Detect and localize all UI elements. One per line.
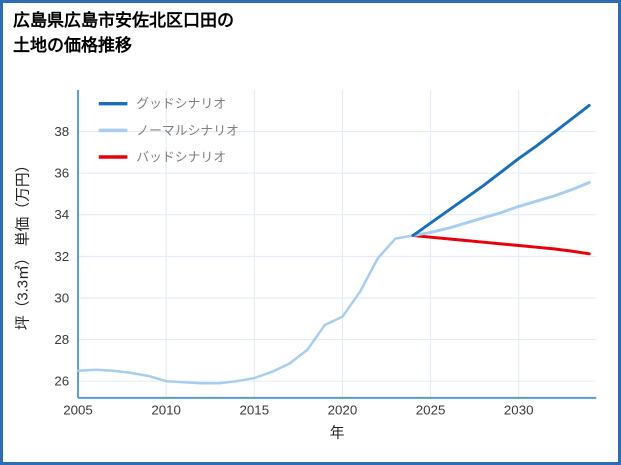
series-line-bad: [411, 234, 591, 256]
series-line-good: [411, 103, 591, 238]
y-tick-label: 28: [54, 332, 69, 347]
legend-label-good: グッドシナリオ: [136, 96, 226, 111]
x-tick-label: 2020: [328, 403, 358, 418]
y-tick-label: 34: [54, 207, 69, 222]
y-tick-label: 26: [54, 374, 69, 389]
y-axis-label: 坪（3.3㎡） 単価（万円）: [15, 158, 32, 331]
y-tick-label: 32: [54, 249, 69, 264]
chart-title: 広島県広島市安佐北区口田の 土地の価格推移: [13, 9, 234, 58]
series-line-normal: [411, 180, 591, 238]
x-axis-label: 年: [330, 424, 345, 441]
x-tick-label: 2030: [504, 403, 534, 418]
x-tick-label: 2010: [151, 403, 181, 418]
series-line-history: [76, 234, 415, 385]
x-tick-label: 2025: [416, 403, 446, 418]
legend-label-bad: バッドシナリオ: [136, 149, 226, 164]
x-tick-label: 2005: [63, 403, 93, 418]
y-tick-label: 36: [54, 166, 69, 181]
legend-label-normal: ノーマルシナリオ: [136, 123, 239, 138]
y-tick-label: 38: [54, 124, 69, 139]
y-tick-label: 30: [54, 290, 69, 305]
x-tick-label: 2015: [239, 403, 269, 418]
chart-title-line1: 広島県広島市安佐北区口田の: [13, 11, 234, 30]
chart-title-line2: 土地の価格推移: [13, 35, 132, 55]
price-trend-chart: 2005 2010 2015 2020 2025 2030 26 28 30 32 34 36 38 年 坪…: [15, 89, 597, 441]
